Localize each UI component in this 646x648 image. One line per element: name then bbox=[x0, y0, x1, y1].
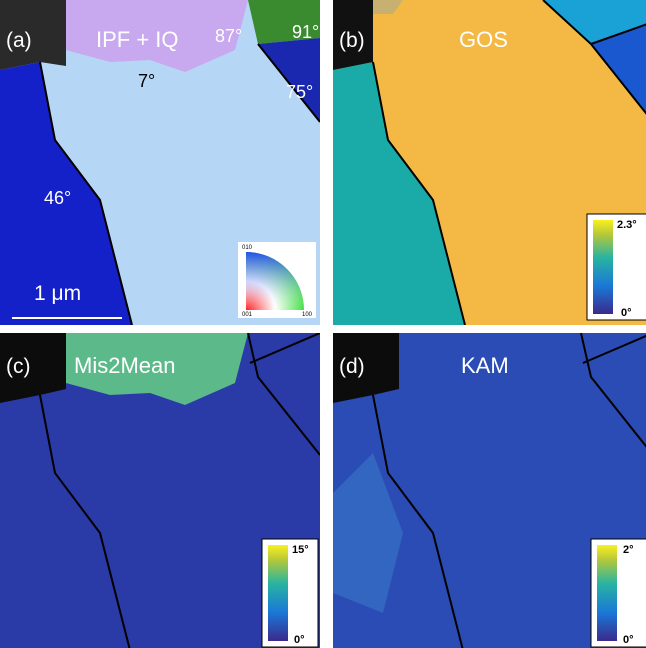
angle-label: 87° bbox=[215, 26, 242, 46]
angle-label: 91° bbox=[292, 22, 319, 42]
colorbar bbox=[593, 220, 613, 314]
scale-bar-label: 1 μm bbox=[34, 282, 81, 305]
colorbar-max: 2.3° bbox=[617, 219, 637, 231]
colorbar-min: 0° bbox=[623, 634, 634, 646]
colorbar bbox=[597, 545, 617, 641]
angle-label: 75° bbox=[286, 82, 313, 102]
panel-b: (b) GOS 2.3° 0° bbox=[333, 0, 646, 325]
panel-label: (b) bbox=[339, 29, 365, 52]
ipf-legend: 010 001 100 bbox=[238, 242, 316, 318]
angle-label: 7° bbox=[138, 71, 155, 91]
panel-a: (a) IPF + IQ 87° 91° 7° 75° 46° 1 μm 010… bbox=[0, 0, 320, 325]
panel-label: (c) bbox=[6, 355, 31, 378]
colorbar bbox=[268, 545, 288, 641]
panel-title: GOS bbox=[459, 27, 508, 52]
panel-label: (d) bbox=[339, 355, 365, 378]
legend-label: 010 bbox=[242, 245, 253, 251]
legend-label: 100 bbox=[302, 312, 313, 318]
colorbar-min: 0° bbox=[294, 634, 305, 646]
panel-label: (a) bbox=[6, 29, 32, 52]
colorbar-max: 2° bbox=[623, 544, 634, 556]
panel-c: (c) Mis2Mean 15° 0° bbox=[0, 333, 320, 648]
panel-d: (d) KAM 2° 0° bbox=[333, 333, 646, 648]
panel-title: Mis2Mean bbox=[74, 353, 175, 378]
colorbar-max: 15° bbox=[292, 544, 309, 556]
colorbar-min: 0° bbox=[621, 307, 632, 319]
angle-label: 46° bbox=[44, 188, 71, 208]
panel-title: IPF + IQ bbox=[96, 27, 179, 52]
legend-label: 001 bbox=[242, 312, 253, 318]
panel-title: KAM bbox=[461, 353, 509, 378]
